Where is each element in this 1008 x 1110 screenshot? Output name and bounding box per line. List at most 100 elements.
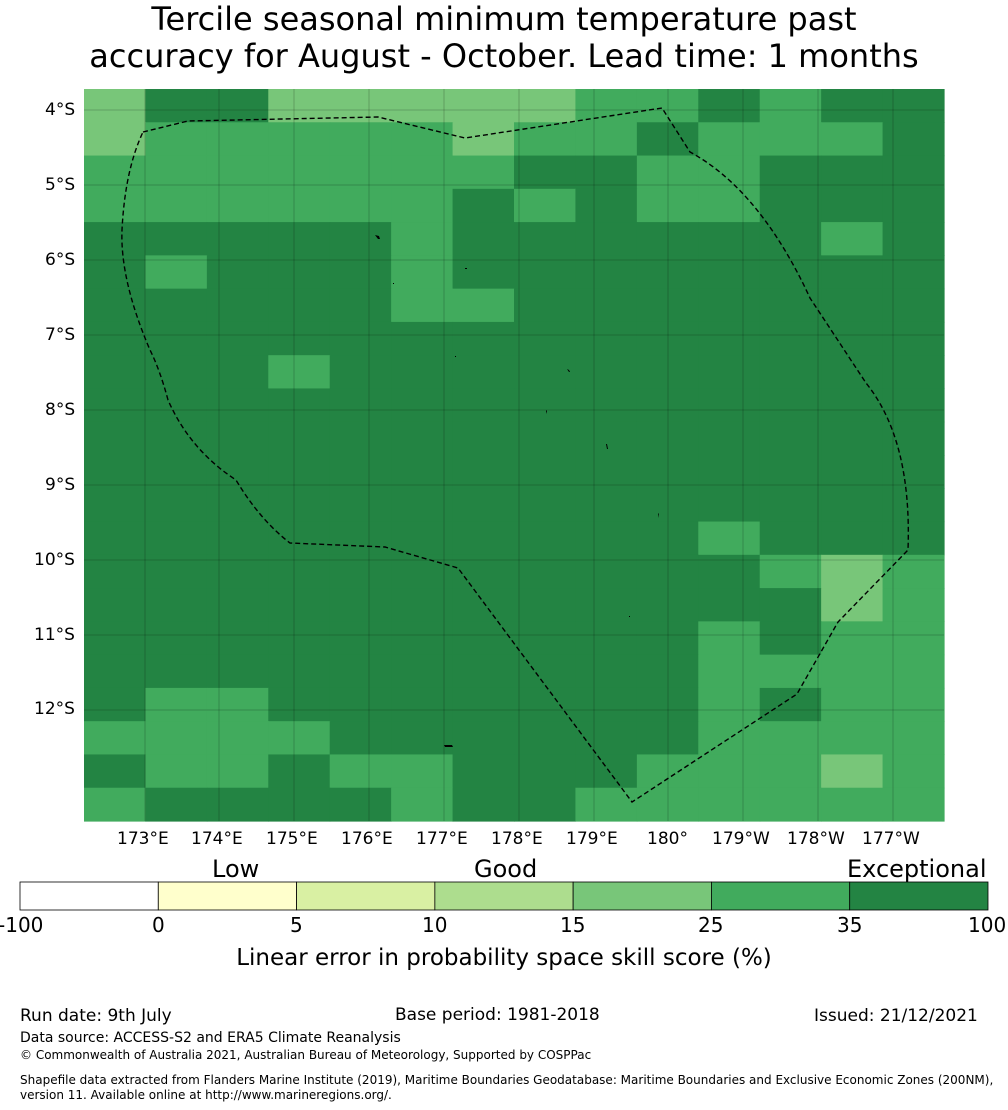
grid-cell: [759, 89, 822, 123]
grid-cell: [268, 388, 331, 423]
grid-cell: [145, 222, 208, 256]
grid-cell: [145, 554, 208, 589]
run-date: Run date: 9th July: [20, 1006, 172, 1026]
colorbar-tick: 15: [560, 913, 586, 937]
grid-cell: [391, 89, 454, 123]
island-shape: [455, 356, 456, 357]
grid-cell: [636, 654, 699, 689]
grid-cell: [636, 155, 699, 190]
shapefile-credit-line1: Shapefile data extracted from Flanders M…: [20, 1073, 994, 1087]
grid-cell: [821, 89, 884, 123]
island-shape: [658, 513, 659, 518]
grid-cell: [698, 122, 761, 157]
grid-cell: [575, 188, 638, 223]
grid-cell: [206, 355, 269, 390]
grid-cell: [391, 687, 454, 722]
grid-cell: [391, 355, 454, 390]
grid-cell: [84, 721, 147, 756]
grid-cell: [145, 388, 208, 423]
grid-cell: [759, 355, 822, 390]
map-title-line1: Tercile seasonal minimum temperature pas…: [151, 0, 857, 38]
colorbar-segment: [572, 881, 712, 911]
grid-cell: [206, 255, 269, 290]
map-title-line2: accuracy for August - October. Lead time…: [89, 37, 919, 75]
grid-cell: [452, 521, 515, 556]
grid-cell: [575, 122, 638, 157]
grid-cell: [514, 188, 577, 223]
grid-cell: [575, 155, 638, 190]
grid-cell: [636, 288, 699, 323]
grid-cell: [759, 255, 822, 290]
island-shape: [393, 283, 394, 284]
grid-cell: [84, 188, 147, 223]
grid-cell: [206, 687, 269, 722]
grid-cell: [452, 288, 515, 323]
grid-cell: [882, 355, 945, 390]
grid-cell: [452, 155, 515, 190]
grid-cell: [84, 155, 147, 190]
grid-cell: [329, 321, 392, 356]
grid-cell: [452, 588, 515, 622]
grid-cell: [391, 321, 454, 356]
grid-cell: [514, 321, 577, 356]
grid-cell: [391, 754, 454, 789]
grid-cell: [329, 721, 392, 756]
grid-cell: [759, 122, 822, 157]
grid-cell: [759, 588, 822, 622]
colorbar-category-low: Low: [212, 855, 260, 883]
grid-cell: [206, 89, 269, 123]
grid-cell: [145, 721, 208, 756]
grid-cell: [391, 421, 454, 456]
grid-cell: [391, 222, 454, 256]
grid-cell: [882, 488, 945, 523]
lat-label-8S: 8°S: [45, 400, 76, 420]
grid-cell: [882, 588, 945, 622]
grid-cell: [391, 654, 454, 689]
grid-cell: [882, 554, 945, 589]
grid-cell: [514, 754, 577, 789]
lon-label-178W: 178°W: [787, 829, 845, 849]
grid-cell: [84, 554, 147, 589]
grid-cell: [329, 521, 392, 556]
grid-cell: [391, 188, 454, 223]
grid-cell: [821, 787, 884, 822]
grid-cell: [698, 89, 761, 123]
grid-cell: [84, 488, 147, 523]
grid-cell: [882, 122, 945, 157]
colorbar-tick: -100: [0, 913, 44, 937]
lat-label-6S: 6°S: [45, 250, 76, 270]
lat-label-12S: 12°S: [34, 699, 75, 719]
grid-cell: [391, 155, 454, 190]
island-shape: [629, 616, 630, 617]
grid-cell: [206, 654, 269, 689]
grid-cell: [206, 754, 269, 789]
grid-cell: [759, 155, 822, 190]
colorbar-segment: [434, 881, 574, 911]
grid-cell: [329, 488, 392, 523]
lat-label-4S: 4°S: [45, 100, 76, 120]
colorbar-tick: 35: [837, 913, 863, 937]
grid-cell: [698, 421, 761, 456]
grid-cell: [514, 787, 577, 822]
grid-cell: [698, 521, 761, 556]
grid-cell: [452, 621, 515, 656]
grid-cell: [84, 654, 147, 689]
colorbar-tick: 10: [422, 913, 448, 937]
grid-cell: [821, 321, 884, 356]
grid-cell: [452, 321, 515, 356]
grid-cell: [268, 721, 331, 756]
grid-cell: [698, 554, 761, 589]
colorbar-segment: [157, 881, 297, 911]
grid-cell: [84, 321, 147, 356]
grid-cell: [268, 155, 331, 190]
grid-cell: [882, 421, 945, 456]
grid-cell: [514, 89, 577, 123]
grid-cell: [698, 754, 761, 789]
grid-cell: [514, 122, 577, 157]
grid-cell: [84, 122, 147, 157]
grid-cell: [268, 89, 331, 123]
grid-cell: [821, 388, 884, 423]
grid-cell: [268, 521, 331, 556]
grid-cell: [698, 255, 761, 290]
lon-label-179W: 179°W: [712, 829, 770, 849]
